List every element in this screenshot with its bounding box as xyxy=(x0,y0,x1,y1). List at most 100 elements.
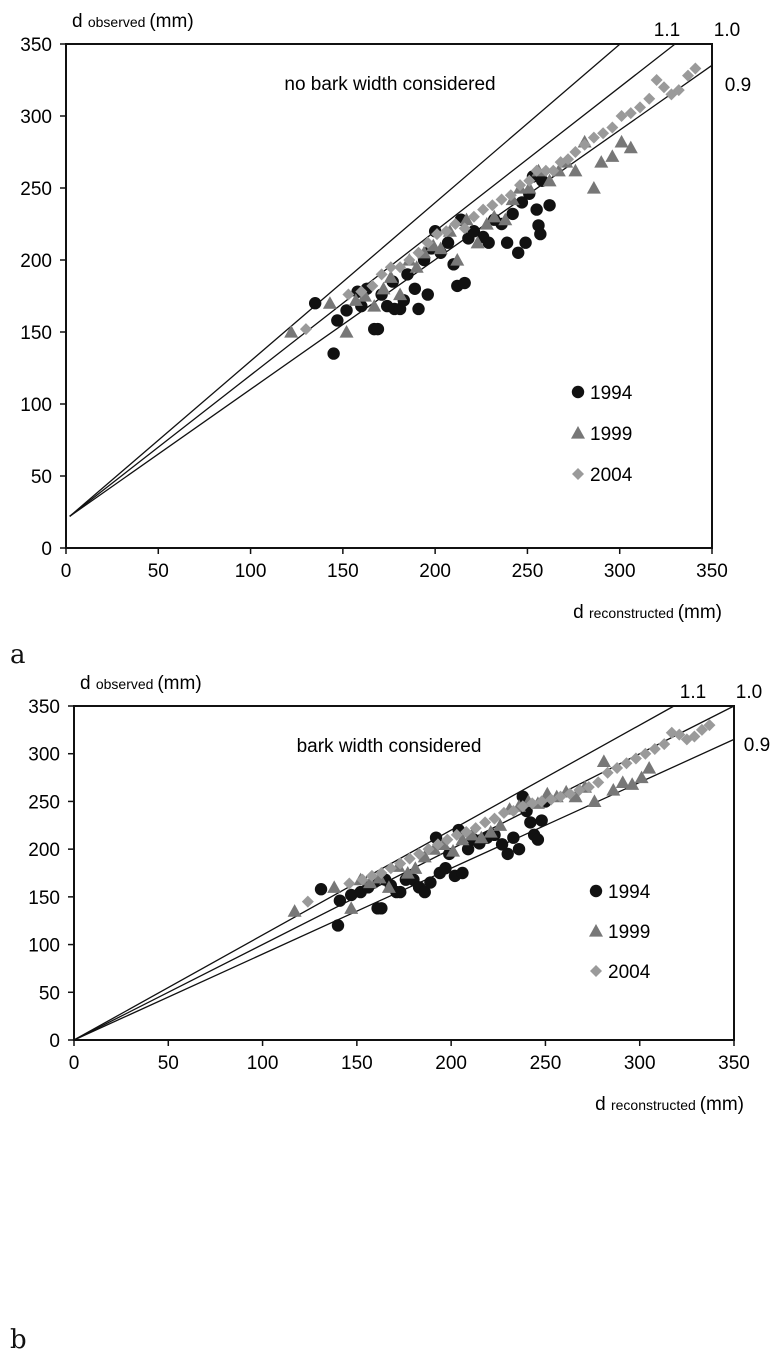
y-axis-title: d observed (mm) xyxy=(72,11,194,32)
legend-label: 2004 xyxy=(608,962,651,983)
point-1994 xyxy=(519,236,532,249)
y-tick-label: 0 xyxy=(49,1031,60,1052)
point-2004 xyxy=(342,288,355,301)
point-2004 xyxy=(615,110,628,122)
point-1999 xyxy=(287,904,302,917)
point-2004 xyxy=(394,857,407,870)
point-2004 xyxy=(507,804,520,817)
legend-label: 1999 xyxy=(608,922,650,943)
point-1999 xyxy=(522,181,537,194)
point-1999 xyxy=(586,181,601,194)
point-2004 xyxy=(573,783,586,796)
point-2004 xyxy=(403,852,416,865)
x-tick-label: 150 xyxy=(341,1053,373,1074)
x-tick-label: 50 xyxy=(148,561,169,582)
point-1999 xyxy=(367,299,382,312)
point-1994 xyxy=(543,199,556,212)
legend-label: 1999 xyxy=(590,424,632,445)
point-1999 xyxy=(568,789,583,803)
point-1994 xyxy=(421,288,434,301)
point-2004 xyxy=(648,742,661,755)
point-1994 xyxy=(424,876,437,889)
point-1999 xyxy=(409,260,424,273)
point-2004 xyxy=(366,279,379,292)
point-2004 xyxy=(682,69,695,82)
y-tick-label: 200 xyxy=(28,840,60,861)
reference-line-label: 1.0 xyxy=(736,682,762,703)
x-tick-label: 350 xyxy=(718,1053,750,1074)
point-1994 xyxy=(408,282,422,295)
point-1999 xyxy=(344,901,359,914)
point-2004 xyxy=(356,873,369,886)
point-1994 xyxy=(495,838,509,851)
point-1999 xyxy=(400,866,415,879)
y-tick-label: 150 xyxy=(20,323,52,344)
point-2004 xyxy=(554,790,567,803)
point-1999 xyxy=(339,325,354,338)
point-2004 xyxy=(440,225,453,238)
point-1994 xyxy=(467,225,481,238)
point-2004 xyxy=(569,146,582,158)
point-1999 xyxy=(642,761,657,774)
point-2004 xyxy=(460,825,473,838)
point-1999 xyxy=(322,296,337,309)
point-1999 xyxy=(614,134,629,148)
point-2004 xyxy=(449,218,462,230)
point-1999 xyxy=(623,140,638,154)
x-tick-label: 300 xyxy=(624,1053,656,1074)
x-tick-label: 200 xyxy=(419,561,451,582)
point-2004 xyxy=(526,797,539,810)
point-2004 xyxy=(441,833,454,846)
point-1999 xyxy=(594,155,609,168)
point-1994 xyxy=(340,304,353,317)
point-1994 xyxy=(482,236,495,249)
y-tick-label: 100 xyxy=(20,395,52,416)
point-1999 xyxy=(433,241,448,255)
legend-label: 2004 xyxy=(590,465,633,486)
point-1994 xyxy=(512,246,525,259)
point-1999 xyxy=(542,173,557,187)
point-1999 xyxy=(479,217,494,230)
point-2004 xyxy=(516,800,529,813)
x-tick-label: 100 xyxy=(247,1053,279,1074)
reference-line-label: 1.1 xyxy=(680,682,706,703)
point-2004 xyxy=(587,131,600,144)
point-2004 xyxy=(431,838,444,851)
point-2004 xyxy=(535,795,548,808)
point-2004 xyxy=(488,812,501,825)
point-2004 xyxy=(477,203,490,216)
point-1994 xyxy=(535,814,548,827)
x-tick-label: 50 xyxy=(158,1053,179,1074)
point-2004 xyxy=(403,254,416,266)
point-2004 xyxy=(634,101,647,114)
point-2004 xyxy=(562,153,575,166)
plot-frame xyxy=(73,705,735,1041)
point-1999 xyxy=(417,849,432,863)
point-2004 xyxy=(301,895,314,908)
point-2004 xyxy=(578,138,591,151)
point-2004 xyxy=(597,127,610,140)
point-2004 xyxy=(299,323,312,336)
point-2004 xyxy=(639,747,652,760)
point-2004 xyxy=(412,246,425,259)
point-2004 xyxy=(695,723,708,736)
point-2004 xyxy=(601,766,614,779)
legend-marker-1999 xyxy=(571,426,585,439)
point-2004 xyxy=(688,730,701,743)
reference-line-label: 1.0 xyxy=(714,20,740,41)
point-2004 xyxy=(545,793,558,806)
point-1994 xyxy=(418,885,431,899)
point-1994 xyxy=(412,302,425,316)
point-1999 xyxy=(470,235,485,249)
legend-marker-1994 xyxy=(571,385,585,399)
point-1999 xyxy=(596,754,611,767)
point-1994 xyxy=(308,297,322,310)
point-2004 xyxy=(689,62,702,75)
point-1999 xyxy=(327,880,342,893)
point-2004 xyxy=(365,869,378,882)
point-2004 xyxy=(620,757,633,770)
point-1999 xyxy=(568,163,583,177)
reference-line-label: 0.9 xyxy=(725,75,751,96)
point-2004 xyxy=(658,81,671,94)
x-tick-label: 250 xyxy=(512,561,544,582)
